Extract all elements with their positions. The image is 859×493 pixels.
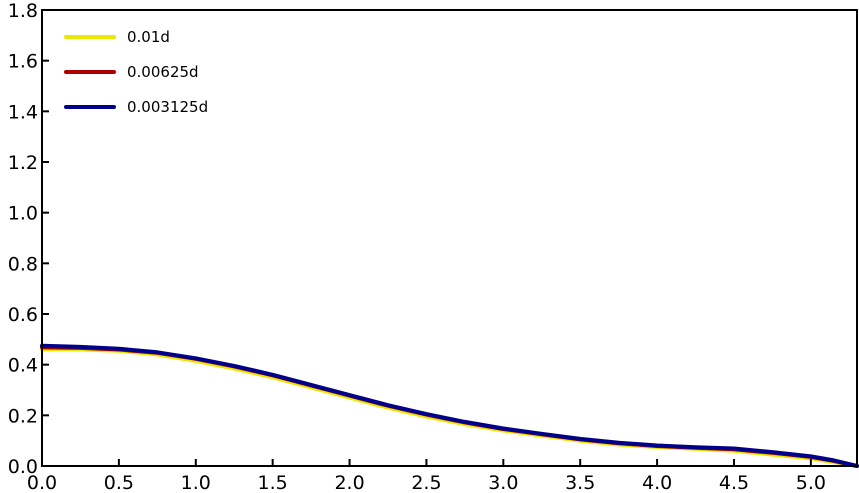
legend-label-1: 0.00625d [127,63,199,81]
x-tick-label: 5.0 [796,472,826,493]
x-tick-label: 2.0 [334,472,364,493]
x-tick-label: 2.5 [411,472,441,493]
x-tick-label: 1.0 [181,472,211,493]
y-tick-label: 0.4 [8,355,38,377]
y-tick-label: 0.8 [8,253,38,275]
x-axis: 0.0 0.5 1.0 1.5 2.0 2.5 3.0 3.5 4.0 4.5 5.0 [27,459,826,493]
y-tick-label: 1.6 [8,51,38,73]
y-tick-label: 0.0 [8,456,38,478]
plot-lines [40,343,859,468]
legend-label-0: 0.01d [127,28,170,46]
x-tick-label: 0.5 [104,472,134,493]
legend-label-2: 0.003125d [127,98,208,116]
y-tick-label: 0.2 [8,405,38,427]
y-tick-label: 1.2 [8,152,38,174]
x-tick-label: 4.0 [642,472,672,493]
x-tick-label: 1.5 [258,472,288,493]
y-tick-label: 1.4 [8,101,38,123]
y-tick-label: 1.0 [8,203,38,225]
series-line-2 [40,343,859,468]
x-tick-label: 3.0 [488,472,518,493]
y-axis: 0.0 0.2 0.4 0.6 0.8 1.0 1.2 1.4 1.6 1.8 [8,0,49,478]
x-tick-label: 3.5 [565,472,595,493]
y-tick-label: 1.8 [8,0,38,22]
x-tick-label: 0.0 [27,472,57,493]
plot-frame [41,9,858,467]
x-tick-label: 4.5 [719,472,749,493]
legend: 0.01d 0.00625d 0.003125d [64,28,208,116]
y-tick-label: 0.6 [8,304,38,326]
